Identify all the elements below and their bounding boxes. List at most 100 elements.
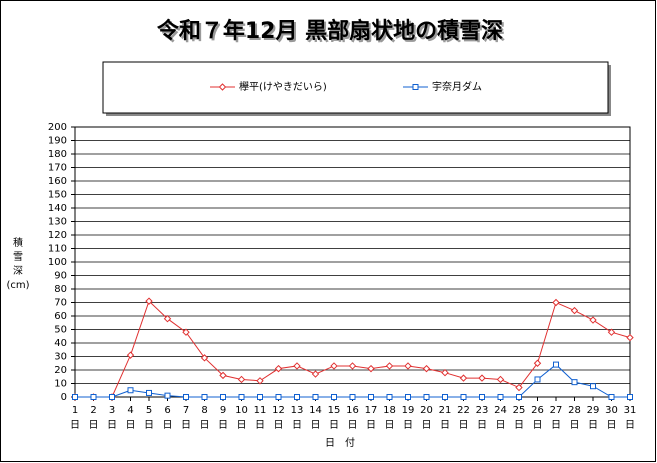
x-tick-suffix: 日	[588, 420, 598, 431]
marker	[496, 375, 505, 384]
x-tick-suffix: 日	[126, 420, 136, 431]
marker	[274, 364, 283, 373]
y-tick-label: 0	[61, 392, 67, 403]
marker	[516, 394, 522, 400]
x-tick-label: 23	[476, 405, 489, 416]
marker	[220, 394, 226, 400]
marker	[533, 359, 542, 367]
x-tick-suffix: 日	[70, 420, 80, 431]
legend	[102, 61, 609, 114]
marker	[164, 392, 171, 399]
marker	[534, 376, 541, 383]
marker	[608, 394, 615, 400]
marker	[163, 314, 172, 323]
x-tick-suffix: 日	[255, 420, 265, 431]
y-tick-label: 100	[48, 257, 67, 268]
y-tick-label: 160	[48, 176, 67, 187]
x-tick-label: 16	[346, 405, 359, 416]
x-tick-label: 13	[291, 405, 304, 416]
marker	[405, 394, 411, 400]
x-tick-suffix: 日	[570, 420, 580, 431]
marker	[553, 361, 559, 368]
x-tick-label: 8	[201, 405, 207, 416]
marker	[294, 394, 300, 400]
title-shadow: 令和７年12月 黒部扇状地の積雪深	[159, 20, 505, 46]
x-tick-label: 10	[235, 405, 248, 416]
x-tick-label: 31	[624, 405, 637, 416]
marker	[201, 394, 208, 400]
y-tick-label: 30	[54, 352, 67, 363]
y-tick-label: 140	[48, 203, 67, 214]
x-tick-suffix: 日	[274, 420, 284, 431]
marker	[627, 394, 633, 400]
x-tick-label: 28	[568, 405, 581, 416]
marker	[570, 306, 579, 315]
x-tick-label: 21	[439, 405, 452, 416]
y-tick-label: 180	[48, 149, 67, 160]
x-tick-label: 24	[494, 405, 507, 416]
x-tick-suffix: 日	[625, 420, 635, 431]
marker	[90, 394, 97, 400]
x-tick-label: 6	[164, 405, 170, 416]
marker	[386, 394, 393, 400]
y-tick-label: 90	[54, 271, 67, 282]
x-tick-label: 9	[220, 405, 226, 416]
x-tick-suffix: 日	[551, 420, 561, 431]
marker	[109, 394, 115, 400]
marker	[441, 368, 449, 377]
legend-label: 宇奈月ダム	[432, 80, 482, 93]
x-tick-suffix: 日	[607, 420, 617, 431]
x-tick-label: 17	[365, 405, 378, 416]
marker	[552, 298, 560, 307]
x-tick-suffix: 日	[348, 420, 358, 431]
marker	[145, 297, 153, 305]
x-tick-label: 12	[272, 405, 285, 416]
x-tick-suffix: 日	[163, 420, 173, 431]
x-tick-label: 20	[420, 405, 433, 416]
x-axis-label: 日 付	[325, 436, 355, 449]
marker	[146, 389, 152, 396]
marker	[238, 394, 245, 400]
x-tick-label: 11	[254, 405, 267, 416]
y-axis-label: 積	[13, 236, 23, 249]
marker	[348, 362, 357, 370]
x-tick-suffix: 日	[107, 420, 117, 431]
x-tick-label: 2	[90, 405, 96, 416]
x-tick-label: 18	[383, 405, 396, 416]
marker	[423, 394, 430, 400]
marker	[127, 387, 134, 394]
x-tick-label: 25	[513, 405, 526, 416]
y-tick-label: 130	[48, 217, 67, 228]
x-tick-suffix: 日	[533, 420, 543, 431]
y-tick-label: 200	[48, 122, 67, 133]
marker	[183, 394, 189, 400]
x-tick-suffix: 日	[181, 420, 191, 431]
x-tick-label: 4	[127, 405, 133, 416]
marker	[479, 394, 485, 400]
marker	[200, 354, 209, 362]
x-tick-suffix: 日	[459, 420, 469, 431]
x-tick-label: 3	[109, 405, 115, 416]
marker	[412, 84, 419, 90]
x-tick-suffix: 日	[200, 420, 210, 431]
x-tick-suffix: 日	[477, 420, 487, 431]
x-tick-suffix: 日	[496, 420, 506, 431]
x-tick-label: 29	[587, 405, 600, 416]
marker	[237, 375, 246, 384]
x-tick-suffix: 日	[218, 420, 228, 431]
marker	[607, 328, 616, 336]
marker	[459, 374, 468, 382]
marker	[626, 333, 634, 342]
x-tick-suffix: 日	[440, 420, 450, 431]
y-tick-label: 80	[54, 284, 67, 295]
marker	[126, 351, 135, 359]
x-tick-suffix: 日	[422, 420, 432, 431]
marker	[478, 374, 486, 382]
y-tick-label: 20	[54, 365, 67, 376]
marker	[590, 383, 596, 390]
y-tick-label: 170	[48, 163, 67, 174]
marker	[256, 377, 264, 385]
x-tick-label: 27	[550, 405, 563, 416]
marker	[219, 371, 227, 380]
